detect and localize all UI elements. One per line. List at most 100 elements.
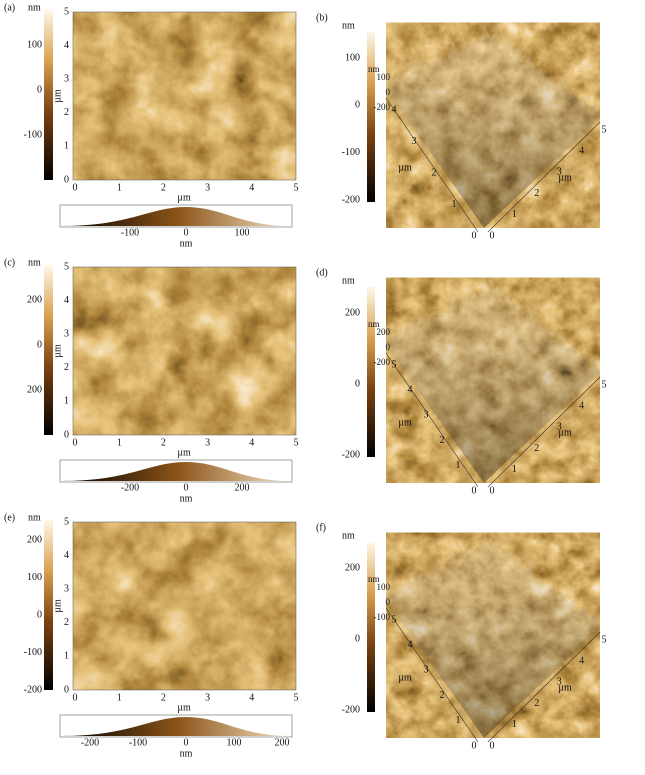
image-frame (72, 521, 297, 691)
histogram-tick-label: -200 (121, 482, 139, 493)
colorbar-tick-label: 200 (27, 534, 42, 545)
colorbar-tick-label: 200 (27, 384, 42, 395)
left-tick-label: 3 (424, 665, 429, 676)
histogram-tick-label: -100 (121, 227, 139, 238)
axis-edge (487, 631, 601, 743)
x-tick-label: 5 (294, 437, 299, 448)
x-tick-label: 2 (161, 182, 166, 193)
y-tick-label: 1 (64, 651, 69, 662)
colorbar-tick-label: 200 (345, 307, 360, 318)
histogram-tick-label: 100 (227, 737, 242, 748)
left-tick-label: 0 (472, 485, 477, 496)
left-tick-label: 2 (440, 435, 445, 446)
right-tick-label: 2 (534, 443, 539, 454)
left-tick-label: 1 (456, 460, 461, 471)
colorbar (44, 265, 53, 435)
x-tick-label: 4 (249, 692, 254, 703)
z-tick-label: 0 (386, 597, 391, 607)
colorbar-unit: nm (28, 257, 41, 268)
histogram-tick-label: 0 (184, 227, 189, 238)
x-tick-label: 5 (294, 182, 299, 193)
y-tick-label: 2 (64, 362, 69, 373)
panel-label: (b) (316, 12, 328, 23)
left-axis-label: µm (398, 162, 412, 173)
right-tick-label: 4 (579, 655, 584, 666)
image-frame (72, 11, 297, 181)
y-tick-label: 3 (64, 583, 69, 594)
left-tick-label: 4 (392, 104, 397, 115)
histogram-curve (62, 717, 290, 736)
colorbar-tick-label: 100 (27, 572, 42, 583)
axis-edge (385, 97, 479, 233)
y-tick-label: 5 (64, 261, 69, 272)
colorbar (367, 542, 375, 712)
panel-label: (d) (316, 267, 328, 278)
histogram-axis-label: nm (180, 493, 193, 504)
right-axis-label: µm (558, 682, 572, 693)
histogram-curve (62, 207, 290, 226)
right-tick-label: 0 (490, 740, 495, 751)
z-unit: nm (368, 574, 380, 584)
histogram-axis-label: nm (180, 238, 193, 249)
colorbar-tick-label: -200 (342, 704, 360, 715)
z-tick-label: 100 (377, 582, 391, 592)
left-tick-label: 4 (408, 384, 413, 395)
panel-label: (a) (4, 2, 15, 13)
right-tick-label: 2 (534, 698, 539, 709)
colorbar-tick-label: -100 (24, 129, 42, 140)
right-tick-label: 0 (490, 230, 495, 241)
x-axis-label: µm (177, 702, 191, 713)
histogram-curve (62, 462, 290, 481)
axis-edge (487, 121, 601, 233)
left-tick-label: 3 (412, 136, 417, 147)
y-tick-label: 0 (64, 684, 69, 695)
colorbar-unit: nm (342, 530, 355, 541)
x-tick-label: 3 (205, 182, 210, 193)
right-tick-label: 1 (512, 209, 517, 220)
colorbar-tick-label: 100 (27, 39, 42, 50)
left-tick-label: 0 (472, 230, 477, 241)
left-tick-label: 2 (440, 690, 445, 701)
y-tick-label: 1 (64, 141, 69, 152)
y-tick-label: 2 (64, 107, 69, 118)
image-frame (72, 266, 297, 436)
histogram-tick-label: 100 (235, 227, 250, 238)
colorbar (367, 287, 375, 457)
histogram-tick-label: 0 (184, 482, 189, 493)
left-axis-label: µm (398, 417, 412, 428)
y-tick-label: 0 (64, 174, 69, 185)
x-tick-label: 4 (249, 437, 254, 448)
z-unit: nm (368, 319, 380, 329)
x-tick-label: 5 (294, 692, 299, 703)
left-tick-label: 3 (424, 410, 429, 421)
colorbar-unit: nm (342, 275, 355, 286)
right-tick-label: 3 (557, 422, 562, 433)
z-tick-label: 0 (386, 342, 391, 352)
afm-image (73, 522, 296, 690)
y-axis-label: µm (52, 344, 63, 358)
colorbar-tick-label: 200 (345, 562, 360, 573)
colorbar-tick-label: 0 (355, 378, 360, 389)
right-tick-label: 4 (579, 400, 584, 411)
right-tick-label: 5 (602, 379, 607, 390)
z-tick-label: 0 (386, 87, 391, 97)
y-tick-label: 1 (64, 396, 69, 407)
z-tick-label: -100 (374, 612, 391, 622)
x-tick-label: 1 (117, 182, 122, 193)
y-tick-label: 5 (64, 6, 69, 17)
colorbar-tick-label: 0 (37, 339, 42, 350)
panel-label: (f) (316, 522, 326, 533)
afm-image (73, 12, 296, 180)
colorbar-tick-label: -100 (342, 147, 360, 158)
axis-edge (385, 352, 479, 488)
y-tick-label: 0 (64, 429, 69, 440)
histogram-tick-label: 200 (235, 482, 250, 493)
x-axis-label: µm (177, 447, 191, 458)
x-tick-label: 3 (205, 437, 210, 448)
colorbar-unit: nm (28, 512, 41, 523)
x-tick-label: 3 (205, 692, 210, 703)
z-tick-label: 200 (377, 327, 391, 337)
left-tick-label: 5 (392, 614, 397, 625)
colorbar-tick-label: 0 (355, 633, 360, 644)
